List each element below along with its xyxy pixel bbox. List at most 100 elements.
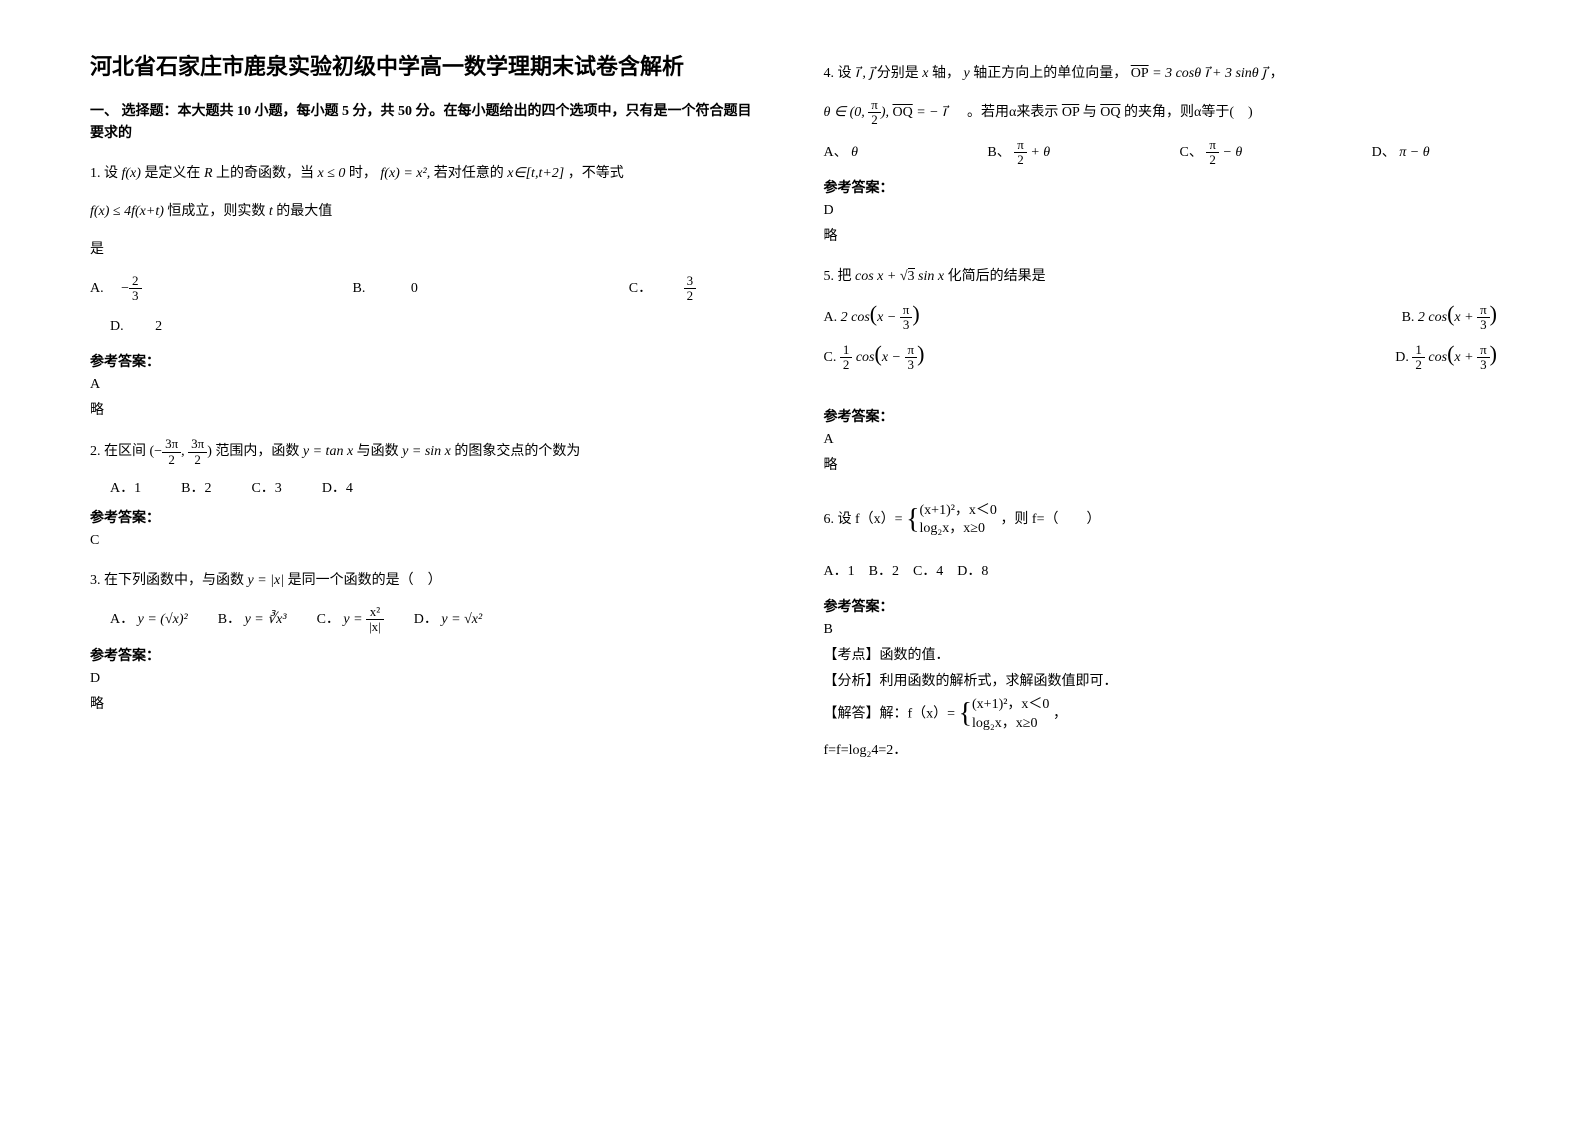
q5-opt-c: C. 12 cos(x − π3)	[824, 341, 925, 373]
q4-g: 与	[1083, 105, 1097, 120]
q2-tan: y = tan x	[303, 444, 353, 459]
q2-opt-d: D．4	[322, 477, 353, 497]
q4-y: y	[964, 66, 970, 81]
q1-a-n: 2	[129, 274, 142, 289]
q5-ad: 3	[900, 318, 913, 332]
q4-h: 的夹角，则α等于( )	[1124, 105, 1253, 120]
q1-c-pre: C．	[629, 281, 652, 296]
q3-c-pre: C．	[317, 612, 340, 627]
q5-ccn: 1	[840, 343, 853, 358]
question-3: 3. 在下列函数中，与函数 y = |x| 是同一个函数的是（ ） A． y =…	[90, 567, 764, 713]
q1-opt-c: C． 32	[629, 274, 696, 304]
q1-c-n: 3	[684, 274, 697, 289]
q6-ans-label: 参考答案：	[824, 596, 1498, 616]
q4-d: 轴正方向上的单位向量，	[973, 66, 1127, 81]
question-4: 4. 设 i⃗ , j⃗ 分别是 x 轴， y 轴正方向上的单位向量， OP =…	[824, 60, 1498, 245]
q1-stem-e: 若对任意的	[434, 166, 504, 181]
q1-stem-f: ，不等式	[568, 166, 624, 181]
q1-opt-a-neg: −	[121, 281, 129, 296]
q2-ans: C	[90, 533, 764, 549]
q3-ans-label: 参考答案：	[90, 645, 764, 665]
q3-a-v: y = (√x)²	[138, 612, 188, 627]
q3-d-v: y = √x²	[441, 612, 482, 627]
q5-dd: 3	[1477, 358, 1490, 372]
q5-dcd: 2	[1412, 358, 1425, 372]
q2-d: 的图象交点的个数为	[454, 444, 580, 459]
q4-opt-b: B、 π2 + θ	[987, 138, 1050, 168]
q1-t: t	[269, 204, 273, 219]
q5-cd: 3	[905, 358, 918, 372]
q1-opt-a-pre: A.	[90, 281, 104, 296]
q5-ccd: 2	[840, 358, 853, 372]
q6-p1: (x+1)²，x＜0	[920, 502, 997, 520]
q4-oqexpr: = − i⃗	[913, 105, 946, 120]
q1-opt-a: A. −23	[90, 274, 142, 304]
q2-opt-b: B．2	[181, 477, 211, 497]
q4-th-post: ),	[881, 105, 893, 120]
q6-fx: 【分析】利用函数的解析式，求解函数值即可．	[824, 670, 1498, 690]
q4-th-d: 2	[868, 113, 881, 127]
q4-oq: OQ	[892, 105, 912, 120]
q4-b: 分别是	[877, 66, 919, 81]
q1-d-pre: D.	[110, 319, 124, 334]
q4-c: 轴，	[932, 66, 960, 81]
q3-yabs: y = |x|	[248, 573, 285, 588]
q3-d-pre: D．	[414, 612, 438, 627]
q4-opt-d: D、 π − θ	[1372, 141, 1430, 161]
q5-an: π	[900, 303, 913, 318]
q1-stem-d: 时，	[349, 166, 377, 181]
q5-bc: 2 cos	[1418, 310, 1447, 325]
q2-c: 与函数	[357, 444, 399, 459]
q5-eb: sin x	[915, 269, 945, 284]
q3-a-pre: A．	[110, 612, 134, 627]
q4-cn: π	[1206, 138, 1219, 153]
q2-r-d: 2	[188, 453, 207, 467]
q1-fx2: f(x) = x²,	[380, 166, 430, 181]
q6-last: f=f=log₂4=2．	[824, 739, 1498, 759]
q3-c-d: |x|	[366, 620, 384, 634]
q3-b-pre: B．	[218, 612, 241, 627]
q1-stem-g: 恒成立，则实数	[167, 204, 265, 219]
q5-bap: x +	[1454, 310, 1477, 325]
q4-op: OP	[1131, 66, 1149, 81]
q4-d-pre: D、	[1372, 145, 1396, 160]
q5-ac: 2 cos	[841, 310, 870, 325]
q4-opt-a: A、 θ	[824, 141, 859, 161]
q1-R: R	[204, 166, 213, 181]
question-1: 1. 设 f(x) 是定义在 R 上的奇函数，当 x ≤ 0 时， f(x) =…	[90, 160, 764, 420]
q3-opt-d: D． y = √x²	[414, 608, 482, 628]
q1-stem-b: 是定义在	[144, 166, 200, 181]
q3-c-n: x²	[366, 605, 384, 620]
q3-a: 3. 在下列函数中，与函数	[90, 573, 244, 588]
q5-bd: 3	[1477, 318, 1490, 332]
q6-jdb: ，	[1053, 707, 1067, 722]
question-5: 5. 把 cos x + √3 sin x 化简后的结果是 A. 2 cos(x…	[824, 263, 1498, 474]
q4-bp: + θ	[1027, 145, 1050, 160]
q3-opt-a: A． y = (√x)²	[110, 608, 188, 628]
q5-cp: C.	[824, 350, 837, 365]
q1-cond: x ≤ 0	[318, 166, 346, 181]
q4-bn: π	[1014, 138, 1027, 153]
q3-ans: D	[90, 671, 764, 687]
q4-op2: OP	[1062, 105, 1079, 120]
q5-cn: π	[905, 343, 918, 358]
q2-l-n: 3π	[162, 437, 181, 452]
q2-a: 2. 在区间	[90, 444, 146, 459]
q5-opt-a: A. 2 cos(x − π3)	[824, 301, 920, 333]
q4-d-v: π − θ	[1399, 145, 1429, 160]
q1-d-v: 2	[155, 319, 162, 334]
q5-ap: A.	[824, 310, 838, 325]
q1-stem-c: 上的奇函数，当	[216, 166, 314, 181]
q4-e: ，	[1270, 66, 1284, 81]
q4-ij: i⃗ , j⃗	[855, 66, 873, 81]
q6-jda: 【解答】解：f（x）=	[824, 707, 956, 722]
q5-b: 化简后的结果是	[948, 269, 1046, 284]
q6-opts: A．1 B．2 C．4 D．8	[824, 558, 1498, 586]
q2-l-d: 2	[162, 453, 181, 467]
q6-kd: 【考点】函数的值．	[824, 644, 1498, 664]
q1-ineq: f(x) ≤ 4f(x+t)	[90, 204, 164, 219]
q1-stem-h: 的最大值	[276, 204, 332, 219]
q4-a-pre: A、	[824, 145, 848, 160]
q4-b-pre: B、	[987, 145, 1010, 160]
q2-b: 范围内，函数	[215, 444, 299, 459]
